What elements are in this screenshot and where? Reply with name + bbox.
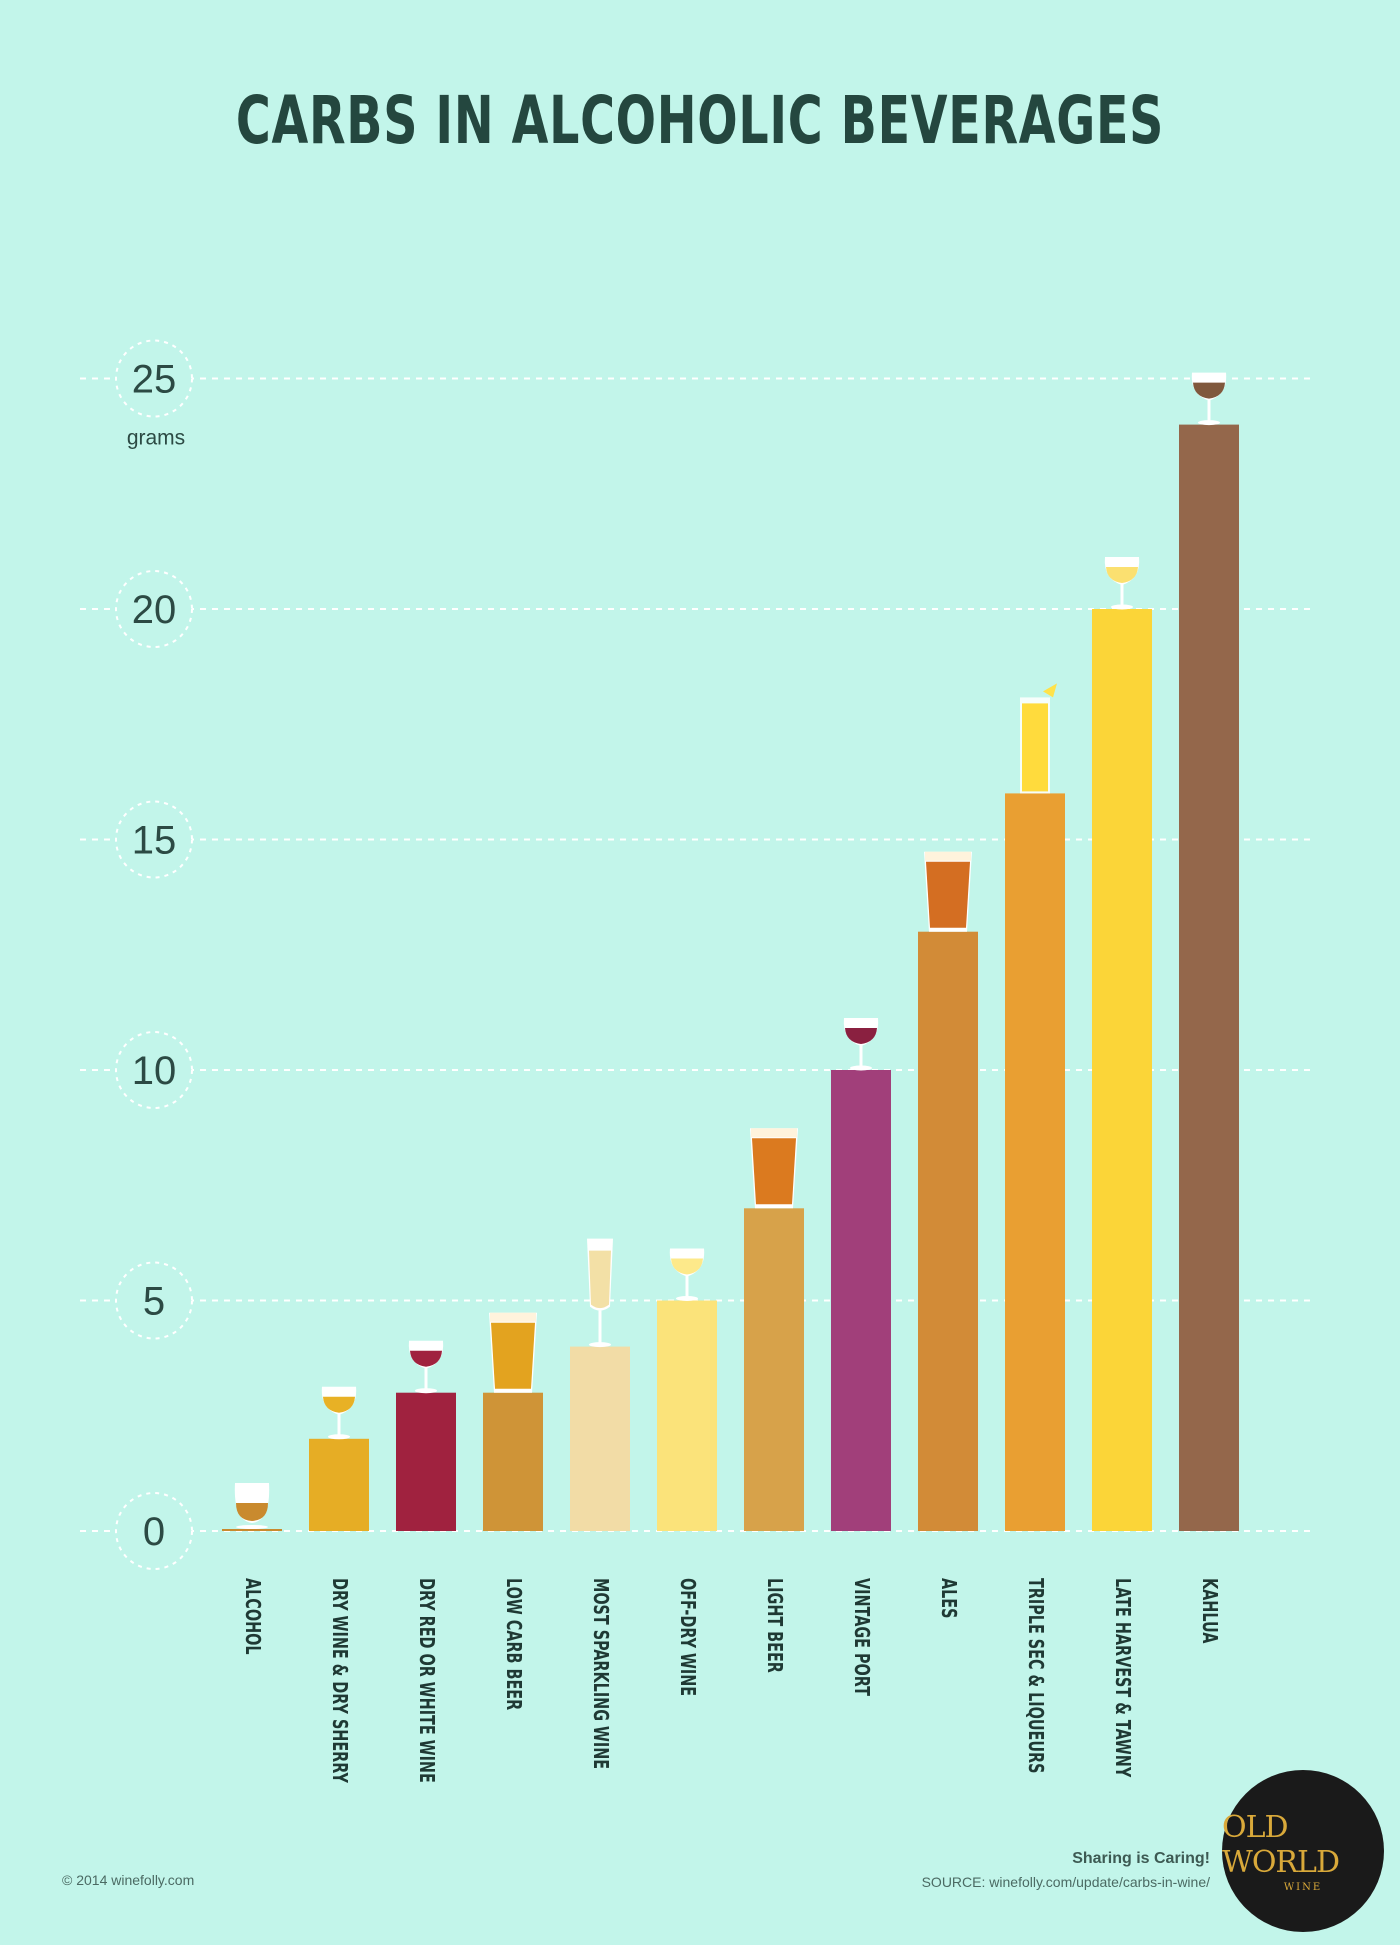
bar (570, 1346, 630, 1531)
glass-foot (676, 1296, 698, 1301)
glass-liquid (1106, 567, 1138, 583)
beer-foam (490, 1312, 536, 1322)
glass-liquid (410, 1350, 442, 1367)
y-tick-label: 0 (143, 1510, 165, 1554)
copyright-text: © 2014 winefolly.com (62, 1872, 195, 1888)
x-tick-label: OFF-DRY WINE (675, 1578, 698, 1696)
old-world-wine-logo[interactable]: OLD WORLD WINE (1222, 1770, 1384, 1932)
x-tick-label: ALES (936, 1578, 959, 1618)
bar (831, 1070, 891, 1531)
bar (396, 1392, 456, 1531)
y-tick-label: 20 (132, 588, 177, 632)
x-tick-label: ALCOHOL (240, 1578, 263, 1655)
glass-icons (234, 372, 1227, 1529)
y-tick-circle (115, 1492, 193, 1570)
glass-icon (750, 1128, 798, 1209)
glass-stem (424, 1367, 428, 1391)
bar (657, 1300, 717, 1531)
beer-foam (925, 851, 971, 861)
bar (1092, 609, 1152, 1531)
y-axis: 0 5 10 15 20 25 grams (115, 339, 193, 1570)
x-tick-label: LOW CARB BEER (501, 1578, 524, 1711)
glass-liquid (1022, 703, 1048, 792)
x-tick-label: LIGHT BEER (762, 1578, 785, 1673)
source-link[interactable]: SOURCE: winefolly.com/update/carbs-in-wi… (921, 1874, 1210, 1890)
bar (918, 931, 978, 1531)
y-axis-unit-label: grams (127, 427, 185, 450)
glass-icon (587, 1238, 613, 1348)
glass-liquid (323, 1396, 355, 1413)
x-tick-label: LATE HARVEST & TAWNY (1110, 1578, 1133, 1778)
glass-stem (859, 1045, 863, 1068)
x-tick-label: VINTAGE PORT (849, 1578, 872, 1696)
glass-stem (1120, 584, 1124, 607)
glass-icon (669, 1248, 705, 1301)
glass-liquid (926, 861, 970, 928)
x-tick-label: KAHLUA (1197, 1578, 1220, 1644)
glass-stem (598, 1310, 602, 1345)
logo-text: OLD WORLD (1222, 1809, 1340, 1880)
glass-icon (1020, 683, 1057, 794)
lemon-garnish (1043, 683, 1057, 698)
y-tick-circle (115, 1031, 193, 1109)
chart-title: CARBS IN ALCOHOLIC BEVERAGES (235, 82, 1165, 159)
glass-foot (589, 1342, 611, 1348)
glass-icon (489, 1312, 537, 1393)
bars (222, 424, 1239, 1532)
glass-foot (1198, 420, 1220, 426)
glass-icon (234, 1483, 270, 1529)
glass-liquid (845, 1028, 877, 1044)
x-tick-label: DRY RED OR WHITE WINE (414, 1578, 437, 1783)
glass-icon (1191, 372, 1227, 426)
glass-stem (1207, 399, 1211, 423)
glass-liquid (236, 1503, 268, 1521)
glass-liquid (752, 1138, 796, 1205)
glass-liquid (491, 1322, 535, 1389)
bar (483, 1392, 543, 1531)
y-tick-circle (115, 570, 193, 648)
bar (309, 1438, 369, 1531)
x-tick-label: DRY WINE & DRY SHERRY (327, 1578, 350, 1783)
glass-liquid (671, 1258, 703, 1275)
bar (222, 1529, 282, 1531)
glass-liquid (1193, 382, 1225, 399)
glass-icon (408, 1340, 444, 1394)
y-tick-circle (115, 339, 193, 418)
y-tick-label: 15 (132, 819, 177, 863)
glass-stem (337, 1413, 341, 1437)
x-tick-label: MOST SPARKLING WINE (588, 1578, 611, 1769)
glass-icon (321, 1386, 357, 1440)
sharing-text: Sharing is Caring! (1072, 1850, 1210, 1867)
x-axis: ALCOHOL DRY WINE & DRY SHERRY DRY RED OR W… (240, 1578, 1220, 1783)
glass-icon (1104, 557, 1140, 610)
glass-icon (924, 851, 972, 932)
glass-foot (236, 1525, 268, 1529)
glass-icon (843, 1018, 879, 1071)
y-tick-label: 25 (132, 358, 177, 402)
bar (1005, 793, 1065, 1531)
y-tick-circle (115, 1261, 193, 1340)
glass-liquid (589, 1250, 611, 1309)
y-tick-circle (115, 800, 193, 879)
glass-foot (328, 1434, 350, 1440)
logo-subtext: WINE (1283, 1881, 1323, 1893)
glass-foot (850, 1065, 872, 1071)
glass-stem (685, 1275, 689, 1299)
bar (1179, 424, 1239, 1532)
bar (744, 1208, 804, 1531)
y-tick-label: 5 (143, 1280, 165, 1324)
beer-foam (751, 1128, 797, 1138)
x-tick-label: TRIPLE SEC & LIQUEURS (1023, 1578, 1046, 1773)
glass-foot (415, 1388, 437, 1394)
glass-foot (1111, 604, 1133, 610)
y-tick-label: 10 (132, 1049, 177, 1093)
